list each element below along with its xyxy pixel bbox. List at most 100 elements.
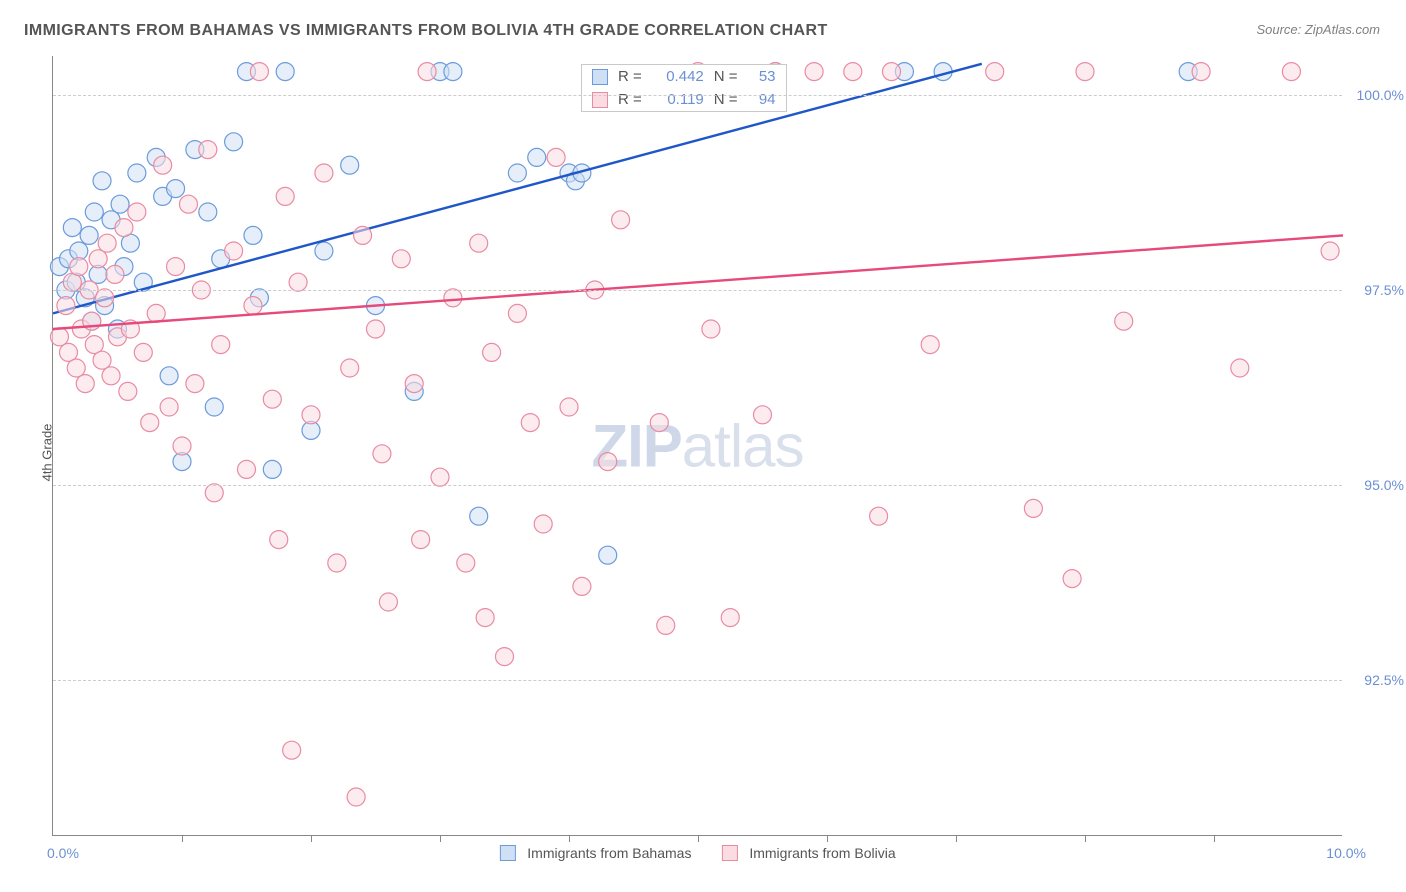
- data-point: [534, 515, 552, 533]
- data-point: [521, 414, 539, 432]
- data-point: [199, 203, 217, 221]
- data-point: [470, 234, 488, 252]
- data-point: [392, 250, 410, 268]
- stat-row-bolivia: R = 0.119 N = 94: [582, 88, 786, 111]
- data-point: [179, 195, 197, 213]
- data-point: [225, 242, 243, 260]
- data-point: [1231, 359, 1249, 377]
- data-point: [167, 258, 185, 276]
- data-point: [508, 304, 526, 322]
- data-point: [173, 437, 191, 455]
- data-point: [76, 375, 94, 393]
- data-point: [367, 320, 385, 338]
- legend-item-bahamas: Immigrants from Bahamas: [499, 845, 691, 861]
- stat-r-label: R =: [618, 68, 642, 85]
- data-point: [373, 445, 391, 463]
- data-point: [547, 148, 565, 166]
- data-point: [115, 219, 133, 237]
- data-point: [721, 609, 739, 627]
- data-point: [128, 203, 146, 221]
- data-point: [328, 554, 346, 572]
- stat-r-label: R =: [618, 91, 642, 108]
- data-point: [315, 164, 333, 182]
- y-tick-label: 100.0%: [1357, 87, 1404, 103]
- gridline: [53, 485, 1342, 486]
- data-point: [560, 398, 578, 416]
- data-point: [418, 63, 436, 81]
- x-tick: [440, 835, 441, 842]
- data-point: [921, 336, 939, 354]
- legend-label-bolivia: Immigrants from Bolivia: [749, 845, 895, 861]
- data-point: [50, 328, 68, 346]
- data-point: [379, 593, 397, 611]
- y-tick-label: 97.5%: [1364, 282, 1404, 298]
- data-point: [85, 203, 103, 221]
- trend-line: [53, 64, 982, 314]
- data-point: [883, 63, 901, 81]
- data-point: [106, 265, 124, 283]
- stat-n-value-bolivia: 94: [748, 91, 776, 108]
- data-point: [80, 226, 98, 244]
- data-point: [67, 359, 85, 377]
- data-point: [354, 226, 372, 244]
- data-point: [205, 484, 223, 502]
- data-point: [289, 273, 307, 291]
- data-point: [96, 289, 114, 307]
- x-tick: [698, 835, 699, 842]
- data-point: [154, 156, 172, 174]
- data-point: [167, 180, 185, 198]
- data-point: [341, 359, 359, 377]
- data-point: [147, 304, 165, 322]
- data-point: [599, 546, 617, 564]
- trend-line: [53, 235, 1343, 329]
- data-point: [754, 406, 772, 424]
- stat-legend-box: R = 0.442 N = 53 R = 0.119 N = 94: [581, 64, 787, 112]
- data-point: [111, 195, 129, 213]
- stat-n-label: N =: [714, 91, 738, 108]
- data-point: [650, 414, 668, 432]
- chart-title: IMMIGRANTS FROM BAHAMAS VS IMMIGRANTS FR…: [24, 22, 828, 40]
- data-point: [70, 258, 88, 276]
- data-point: [483, 343, 501, 361]
- data-point: [702, 320, 720, 338]
- data-point: [63, 219, 81, 237]
- legend-bottom: Immigrants from Bahamas Immigrants from …: [499, 845, 895, 861]
- gridline: [53, 95, 1342, 96]
- swatch-bolivia: [592, 92, 608, 108]
- data-point: [57, 297, 75, 315]
- swatch-bahamas: [592, 69, 608, 85]
- data-point: [102, 367, 120, 385]
- data-point: [225, 133, 243, 151]
- stat-r-value-bahamas: 0.442: [652, 68, 704, 85]
- data-point: [431, 468, 449, 486]
- data-point: [508, 164, 526, 182]
- gridline: [53, 680, 1342, 681]
- x-tick: [827, 835, 828, 842]
- data-point: [160, 367, 178, 385]
- data-point: [89, 250, 107, 268]
- data-point: [205, 398, 223, 416]
- swatch-bahamas-icon: [499, 845, 515, 861]
- x-tick: [569, 835, 570, 842]
- data-point: [844, 63, 862, 81]
- data-point: [93, 351, 111, 369]
- data-point: [599, 453, 617, 471]
- data-point: [134, 343, 152, 361]
- data-point: [528, 148, 546, 166]
- stat-n-value-bahamas: 53: [748, 68, 776, 85]
- data-point: [805, 63, 823, 81]
- data-point: [212, 336, 230, 354]
- x-tick: [956, 835, 957, 842]
- x-axis-max-label: 10.0%: [1326, 845, 1366, 861]
- data-point: [444, 63, 462, 81]
- data-point: [244, 297, 262, 315]
- data-point: [1321, 242, 1339, 260]
- plot-area: ZIPatlas R = 0.442 N = 53 R = 0.119 N = …: [52, 56, 1342, 836]
- y-tick-label: 95.0%: [1364, 477, 1404, 493]
- data-point: [315, 242, 333, 260]
- chart-svg: [53, 56, 1342, 835]
- legend-label-bahamas: Immigrants from Bahamas: [527, 845, 691, 861]
- data-point: [263, 460, 281, 478]
- data-point: [160, 398, 178, 416]
- x-tick: [311, 835, 312, 842]
